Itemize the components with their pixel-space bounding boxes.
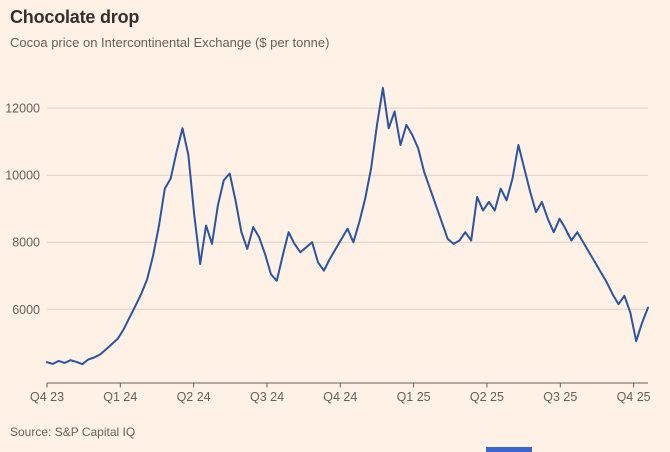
x-tick-label: Q4 23: [30, 390, 64, 404]
chart-title: Chocolate drop: [10, 7, 140, 27]
x-tick-label: Q2 24: [177, 390, 211, 404]
y-tick-label: 10000: [5, 169, 40, 183]
cocoa-price-line-chart: 6000 8000 10000 12000 Q4 23 Q1 24 Q2 24 Q3 24 Q4…: [5, 87, 651, 404]
price-line: [46, 87, 649, 366]
cropped-blue-element: [486, 447, 532, 452]
y-tick-label: 12000: [5, 102, 40, 116]
chart-subtitle: Cocoa price on Intercontinental Exchange…: [10, 35, 330, 50]
x-tick-label: Q1 24: [103, 390, 137, 404]
y-tick-label: 8000: [12, 236, 40, 250]
x-tick-label: Q2 25: [470, 390, 504, 404]
x-tick-label: Q4 25: [617, 390, 651, 404]
y-tick-label: 6000: [12, 303, 40, 317]
x-tick-label: Q3 24: [250, 390, 284, 404]
x-tick-label: Q1 25: [397, 390, 431, 404]
x-tick-label: Q4 24: [323, 390, 357, 404]
x-tick-label: Q3 25: [543, 390, 577, 404]
source-label: Source: S&P Capital IQ: [10, 425, 136, 439]
